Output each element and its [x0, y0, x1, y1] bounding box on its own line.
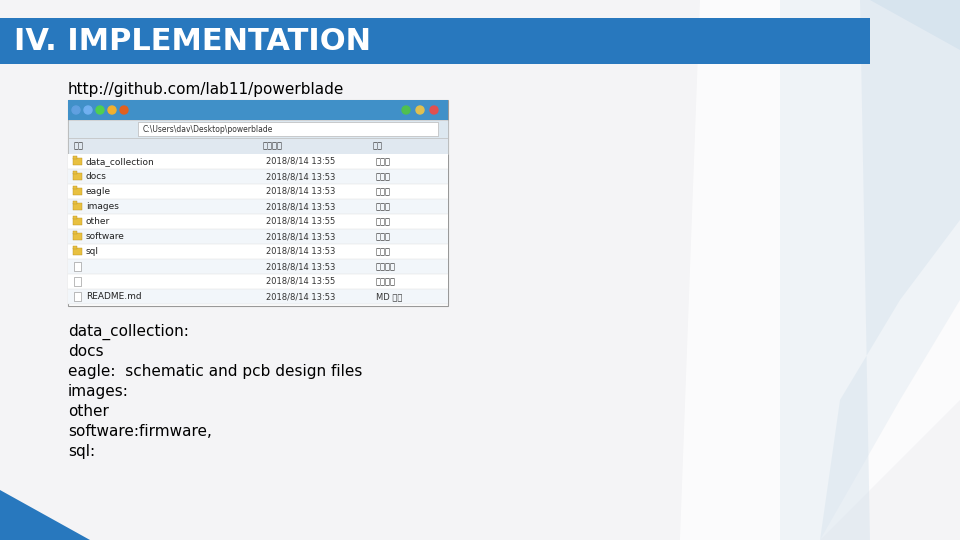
FancyBboxPatch shape	[68, 274, 448, 289]
FancyBboxPatch shape	[68, 199, 448, 214]
FancyBboxPatch shape	[68, 138, 448, 154]
Text: 文件夹: 文件夹	[376, 187, 391, 196]
Circle shape	[108, 106, 116, 114]
Circle shape	[84, 106, 92, 114]
FancyBboxPatch shape	[68, 289, 448, 304]
Circle shape	[416, 106, 424, 114]
Text: other: other	[68, 404, 108, 419]
FancyBboxPatch shape	[68, 169, 448, 184]
Text: eagle: eagle	[86, 187, 111, 196]
Text: sql:: sql:	[68, 444, 95, 459]
FancyBboxPatch shape	[73, 248, 82, 255]
Polygon shape	[680, 0, 960, 540]
Text: docs: docs	[86, 172, 107, 181]
Polygon shape	[820, 0, 960, 540]
Text: data_collection:: data_collection:	[68, 324, 189, 340]
Text: 文件夹: 文件夹	[376, 232, 391, 241]
Text: 文件夹: 文件夹	[376, 247, 391, 256]
FancyBboxPatch shape	[74, 292, 81, 300]
Text: 修改日期: 修改日期	[263, 141, 283, 151]
FancyBboxPatch shape	[73, 218, 82, 225]
FancyBboxPatch shape	[74, 276, 81, 286]
FancyBboxPatch shape	[73, 233, 82, 240]
Text: 2018/8/14 13:53: 2018/8/14 13:53	[266, 187, 335, 196]
Circle shape	[96, 106, 104, 114]
Text: IV. IMPLEMENTATION: IV. IMPLEMENTATION	[14, 26, 371, 56]
FancyBboxPatch shape	[68, 259, 448, 274]
FancyBboxPatch shape	[73, 156, 77, 159]
Circle shape	[402, 106, 410, 114]
Text: 文件夹: 文件夹	[376, 202, 391, 211]
Text: other: other	[86, 217, 110, 226]
FancyBboxPatch shape	[74, 261, 81, 271]
Text: 2018/8/14 13:55: 2018/8/14 13:55	[266, 217, 335, 226]
FancyBboxPatch shape	[68, 100, 448, 306]
Text: 2018/8/14 13:55: 2018/8/14 13:55	[266, 277, 335, 286]
Polygon shape	[0, 490, 90, 540]
FancyBboxPatch shape	[73, 201, 77, 204]
FancyBboxPatch shape	[73, 188, 82, 195]
Text: 2018/8/14 13:53: 2018/8/14 13:53	[266, 292, 335, 301]
Text: docs: docs	[68, 344, 104, 359]
FancyBboxPatch shape	[68, 214, 448, 229]
Text: software:firmware,: software:firmware,	[68, 424, 212, 439]
FancyBboxPatch shape	[68, 184, 448, 199]
Text: 类型: 类型	[373, 141, 383, 151]
FancyBboxPatch shape	[68, 154, 448, 169]
FancyBboxPatch shape	[68, 120, 448, 138]
FancyBboxPatch shape	[73, 246, 77, 248]
FancyBboxPatch shape	[68, 100, 448, 120]
Polygon shape	[870, 0, 960, 50]
Circle shape	[120, 106, 128, 114]
Text: 文本文档: 文本文档	[376, 262, 396, 271]
Polygon shape	[780, 0, 960, 540]
Text: 2018/8/14 13:53: 2018/8/14 13:53	[266, 172, 335, 181]
Text: 文件夹: 文件夹	[376, 157, 391, 166]
Text: data_collection: data_collection	[86, 157, 155, 166]
Text: 2018/8/14 13:55: 2018/8/14 13:55	[266, 157, 335, 166]
Circle shape	[72, 106, 80, 114]
FancyBboxPatch shape	[73, 158, 82, 165]
Text: 2018/8/14 13:53: 2018/8/14 13:53	[266, 232, 335, 241]
Text: 文件夹: 文件夹	[376, 172, 391, 181]
Text: MD 文件: MD 文件	[376, 292, 402, 301]
FancyBboxPatch shape	[73, 203, 82, 210]
FancyBboxPatch shape	[0, 18, 870, 64]
FancyBboxPatch shape	[73, 171, 77, 173]
FancyBboxPatch shape	[68, 244, 448, 259]
Text: 2018/8/14 13:53: 2018/8/14 13:53	[266, 262, 335, 271]
Text: 文本文档: 文本文档	[376, 277, 396, 286]
FancyBboxPatch shape	[73, 216, 77, 219]
Circle shape	[430, 106, 438, 114]
Text: 2018/8/14 13:53: 2018/8/14 13:53	[266, 202, 335, 211]
Text: C:\Users\dav\Desktop\powerblade: C:\Users\dav\Desktop\powerblade	[143, 125, 274, 133]
Text: sql: sql	[86, 247, 99, 256]
FancyBboxPatch shape	[73, 231, 77, 233]
Text: eagle:  schematic and pcb design files: eagle: schematic and pcb design files	[68, 364, 362, 379]
FancyBboxPatch shape	[73, 173, 82, 180]
Text: images: images	[86, 202, 119, 211]
Text: images:: images:	[68, 384, 129, 399]
Text: software: software	[86, 232, 125, 241]
Text: http://github.com/lab11/powerblade: http://github.com/lab11/powerblade	[68, 82, 345, 97]
FancyBboxPatch shape	[138, 122, 438, 136]
FancyBboxPatch shape	[68, 229, 448, 244]
Text: README.md: README.md	[86, 292, 142, 301]
Text: 2018/8/14 13:53: 2018/8/14 13:53	[266, 247, 335, 256]
Text: 文件夹: 文件夹	[376, 217, 391, 226]
Text: 名称: 名称	[74, 141, 84, 151]
FancyBboxPatch shape	[73, 186, 77, 188]
